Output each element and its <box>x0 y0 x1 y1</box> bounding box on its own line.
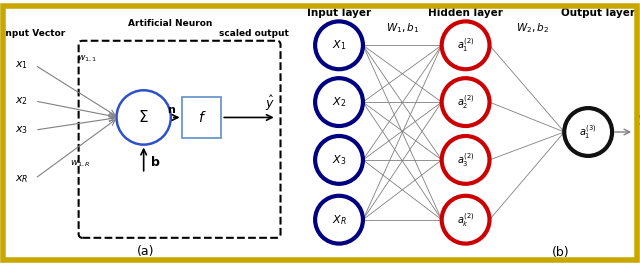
Circle shape <box>315 136 363 184</box>
Circle shape <box>442 21 490 69</box>
Text: $X_R$: $X_R$ <box>332 213 346 227</box>
Text: Input Vector: Input Vector <box>3 29 65 38</box>
Circle shape <box>315 21 363 69</box>
Text: (b): (b) <box>552 246 569 259</box>
Text: $X_2$: $X_2$ <box>332 95 346 109</box>
FancyBboxPatch shape <box>182 97 221 138</box>
Circle shape <box>315 196 363 244</box>
Text: $\Sigma$: $\Sigma$ <box>138 109 149 125</box>
Text: scaled output: scaled output <box>220 29 289 38</box>
Text: $a_k^{(2)}$: $a_k^{(2)}$ <box>457 211 474 229</box>
Text: $w_{1,R}$: $w_{1,R}$ <box>70 159 91 169</box>
Text: $a_3^{(2)}$: $a_3^{(2)}$ <box>457 151 474 169</box>
Text: $a_1^{(3)}$: $a_1^{(3)}$ <box>579 123 597 141</box>
Text: $x_2$: $x_2$ <box>15 95 28 107</box>
Text: $a_1^{(2)}$: $a_1^{(2)}$ <box>457 36 474 54</box>
Text: $w_{1,1}$: $w_{1,1}$ <box>77 54 97 64</box>
Text: $x_1$: $x_1$ <box>15 59 28 71</box>
Text: $W_1, b_1$: $W_1, b_1$ <box>387 21 419 35</box>
Text: Input layer: Input layer <box>307 8 371 18</box>
Text: $X_3$: $X_3$ <box>332 153 346 167</box>
Circle shape <box>442 78 490 126</box>
Text: $W_2, b_2$: $W_2, b_2$ <box>516 21 549 35</box>
Text: $\hat{y}$: $\hat{y}$ <box>637 109 640 127</box>
Text: Hidden layer: Hidden layer <box>428 8 503 18</box>
Text: $\hat{y}$: $\hat{y}$ <box>265 94 275 113</box>
Circle shape <box>442 196 490 244</box>
Circle shape <box>564 108 612 156</box>
Circle shape <box>442 136 490 184</box>
Text: $a_2^{(2)}$: $a_2^{(2)}$ <box>457 93 474 111</box>
Text: $X_1$: $X_1$ <box>332 38 346 52</box>
Text: (a): (a) <box>137 245 154 258</box>
Text: $x_R$: $x_R$ <box>15 173 28 184</box>
Text: b: b <box>151 156 160 169</box>
Text: n: n <box>167 105 175 115</box>
Text: $f$: $f$ <box>198 110 206 125</box>
Circle shape <box>315 78 363 126</box>
Text: $x_3$: $x_3$ <box>15 124 28 136</box>
Text: Artificial Neuron: Artificial Neuron <box>127 19 212 28</box>
Text: Output layer: Output layer <box>561 8 635 18</box>
